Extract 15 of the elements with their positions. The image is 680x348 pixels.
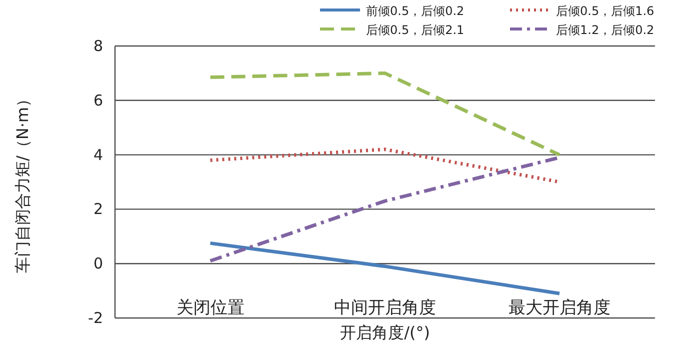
y-tick-label: 0	[93, 254, 103, 273]
y-tick-label: -2	[88, 309, 103, 327]
y-axis-title: 车门自闭合力矩/（N·m）	[13, 90, 32, 274]
y-tick-label: 6	[93, 91, 103, 110]
x-tick-label: 中间开启角度	[334, 298, 436, 318]
x-tick-label: 关闭位置	[176, 298, 244, 318]
legend-label: 后倾0.5，后倾1.6	[556, 4, 654, 18]
y-tick-label: 2	[93, 200, 103, 218]
x-tick-label: 最大开启角度	[508, 298, 610, 318]
legend-label: 后倾0.5，后倾2.1	[366, 23, 464, 37]
y-tick-label: 8	[93, 37, 103, 55]
y-tick-label: 4	[93, 146, 103, 164]
x-axis-title: 开启角度/(°)	[340, 323, 430, 342]
legend-label: 前倾0.5，后倾0.2	[366, 4, 464, 18]
legend-label: 后倾1.2，后倾0.2	[556, 23, 654, 37]
